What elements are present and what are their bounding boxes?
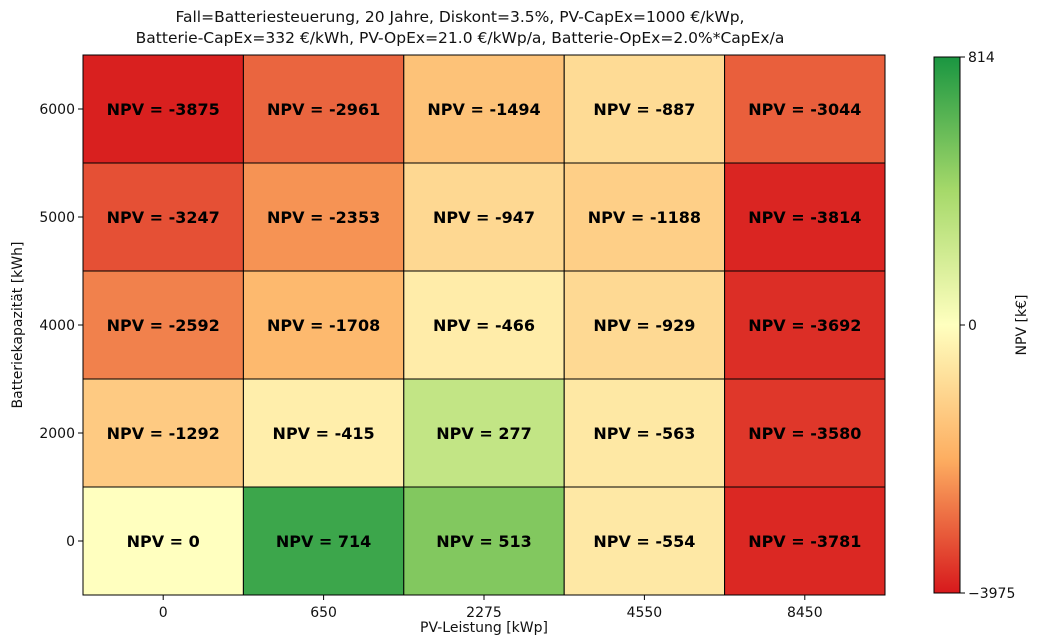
heatmap-cell bbox=[563, 54, 726, 164]
y-tick-label: 0 bbox=[66, 534, 75, 550]
heatmap-cell bbox=[82, 486, 244, 596]
x-tick-label: 0 bbox=[159, 605, 168, 621]
heatmap-cell-label: NPV = -466 bbox=[433, 316, 535, 335]
heatmap-cell-label: NPV = 513 bbox=[436, 532, 531, 551]
heatmap-cell-label: NPV = -3875 bbox=[107, 100, 220, 119]
heatmap-cells bbox=[82, 54, 886, 596]
heatmap-cell bbox=[724, 378, 886, 488]
heatmap-cell-label: NPV = -2961 bbox=[267, 100, 380, 119]
heatmap-cell-label: NPV = -947 bbox=[433, 208, 535, 227]
x-tick-label: 8450 bbox=[787, 605, 823, 621]
chart-title-line-1: Fall=Batteriesteuerung, 20 Jahre, Diskon… bbox=[176, 8, 745, 26]
heatmap-cell bbox=[403, 162, 565, 272]
heatmap-cell-label: NPV = -3692 bbox=[748, 316, 861, 335]
heatmap-cell-label: NPV = -3781 bbox=[748, 532, 861, 551]
x-axis-label: PV-Leistung [kWp] bbox=[420, 620, 548, 636]
colorbar-label: NPV [k€] bbox=[1014, 295, 1030, 356]
x-tick-label: 2275 bbox=[466, 605, 502, 621]
heatmap-cell-label: NPV = -563 bbox=[593, 424, 695, 443]
heatmap-cell bbox=[563, 378, 726, 488]
colorbar-ticks: 814 0 −3975 bbox=[960, 50, 1015, 602]
heatmap-cell bbox=[82, 54, 244, 164]
heatmap-cell bbox=[724, 162, 886, 272]
heatmap-cell-label: NPV = -929 bbox=[593, 316, 695, 335]
heatmap-cell-labels: NPV = -3875 NPV = -2961 NPV = -1494 NPV = -… bbox=[107, 100, 862, 551]
y-axis-ticks: 6000 5000 4000 2000 0 bbox=[39, 102, 83, 550]
plot-frame bbox=[82, 54, 886, 596]
chart-title-line-2: Batterie-CapEx=332 €/kWh, PV-OpEx=21.0 €… bbox=[136, 29, 785, 47]
heatmap-cell bbox=[403, 378, 565, 488]
heatmap-cell-label: NPV = 277 bbox=[436, 424, 531, 443]
heatmap-cell-label: NPV = -3247 bbox=[107, 208, 220, 227]
heatmap-cell-label: NPV = -1188 bbox=[588, 208, 701, 227]
colorbar-tick-label: 0 bbox=[968, 318, 977, 334]
heatmap-cell-label: NPV = -1292 bbox=[107, 424, 220, 443]
heatmap-cell bbox=[724, 486, 886, 596]
y-tick-label: 4000 bbox=[39, 318, 75, 334]
x-tick-label: 4550 bbox=[627, 605, 663, 621]
y-tick-label: 6000 bbox=[39, 102, 75, 118]
heatmap-cell bbox=[724, 54, 886, 164]
heatmap-cell bbox=[403, 486, 565, 596]
heatmap-cell-label: NPV = -554 bbox=[593, 532, 695, 551]
heatmap-cell bbox=[242, 486, 405, 596]
x-axis-ticks: 0 650 2275 4550 8450 bbox=[159, 595, 823, 621]
y-tick-label: 2000 bbox=[39, 426, 75, 442]
heatmap-cell bbox=[82, 162, 244, 272]
heatmap-cell-label: NPV = -887 bbox=[593, 100, 695, 119]
heatmap-cell-label: NPV = -3044 bbox=[748, 100, 861, 119]
colorbar bbox=[933, 56, 961, 594]
x-tick-label: 650 bbox=[310, 605, 337, 621]
heatmap-cell-label: NPV = -1708 bbox=[267, 316, 380, 335]
heatmap-cell bbox=[403, 270, 565, 380]
heatmap-cell bbox=[242, 378, 405, 488]
colorbar-tick-label: −3975 bbox=[968, 586, 1015, 602]
y-tick-label: 5000 bbox=[39, 210, 75, 226]
heatmap-cell bbox=[242, 54, 405, 164]
heatmap-cell bbox=[242, 270, 405, 380]
y-axis-label: Batteriekapazität [kWh] bbox=[10, 242, 26, 409]
heatmap-cell-label: NPV = 714 bbox=[276, 532, 371, 551]
heatmap-cell-label: NPV = -415 bbox=[273, 424, 375, 443]
heatmap-cell-label: NPV = -1494 bbox=[427, 100, 540, 119]
heatmap-cell-label: NPV = -2353 bbox=[267, 208, 380, 227]
heatmap-cell-label: NPV = -2592 bbox=[107, 316, 220, 335]
colorbar-tick-label: 814 bbox=[968, 50, 995, 66]
heatmap-cell-label: NPV = -3814 bbox=[748, 208, 861, 227]
heatmap-cell bbox=[563, 270, 726, 380]
heatmap-cell bbox=[724, 270, 886, 380]
heatmap-cell-label: NPV = -3580 bbox=[748, 424, 861, 443]
heatmap-cell-label: NPV = 0 bbox=[127, 532, 200, 551]
